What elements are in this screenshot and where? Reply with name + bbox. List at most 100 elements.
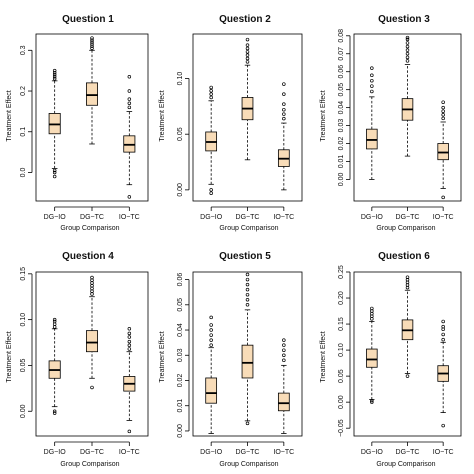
panel-2-x-tick-label: IO−TC: [273, 214, 294, 221]
panel-6-y-tick-label: 0.25: [338, 265, 345, 279]
panel-6-x-tick-label: IO−TC: [433, 449, 454, 456]
panel-3-y-tick-label: 0.06: [338, 65, 345, 79]
outlier-point: [127, 89, 132, 93]
outlier-point: [245, 60, 250, 64]
panel-2-box-2: [241, 37, 254, 161]
panel-6-x-tick-label: DG−IO: [361, 449, 384, 456]
iqr-box: [366, 348, 378, 368]
outlier-point: [405, 275, 410, 279]
outlier-point: [282, 338, 286, 342]
outlier-point: [245, 37, 250, 42]
panel-1-y-tick-label: 0.3: [20, 45, 27, 55]
panel-6-y-tick-label: 0.20: [338, 291, 345, 305]
outlier-point: [52, 409, 57, 414]
panel-6-y-tick-label: 0.15: [338, 317, 345, 331]
panel-2-x-tick-label: DG−TC: [236, 214, 260, 221]
panel-3-xlabel: Group Comparison: [376, 225, 435, 232]
outlier-point: [127, 331, 132, 336]
outlier-point: [441, 423, 445, 428]
outlier-point: [127, 429, 132, 434]
panel-3-frame: [353, 33, 462, 202]
outlier-point: [90, 283, 94, 288]
panel-3-y-tick-label: 0.02: [338, 137, 345, 151]
outlier-point: [245, 277, 250, 282]
panel-6-box-1: [366, 306, 378, 404]
panel-4: 0.00 0.05 0.10 0.15 DG−IO DG−TC IO−TC: [20, 267, 149, 456]
panel-6-y-tick-label: −0.05: [338, 419, 345, 437]
outlier-point: [127, 97, 132, 101]
panel-1-box-1: [48, 68, 61, 179]
outlier-point: [282, 343, 286, 347]
panel-5-y-tick-label: 0.03: [177, 348, 184, 362]
panel-4-x-tick-label: DG−IO: [44, 449, 67, 456]
panel-1-box-2: [86, 36, 99, 145]
outlier-point: [405, 44, 410, 49]
panel-5-y-tick-label: 0.06: [177, 273, 184, 287]
outlier-point: [245, 43, 250, 47]
panel-6-box-2: [401, 275, 414, 378]
outlier-point: [282, 82, 286, 86]
outlier-point: [245, 287, 250, 292]
iqr-box: [86, 82, 99, 106]
outlier-point: [52, 317, 57, 322]
outlier-point: [52, 75, 57, 79]
outlier-point: [90, 281, 94, 285]
outlier-point: [90, 40, 94, 44]
panel-6-y-tick-label: 0.10: [338, 343, 345, 357]
panel-5-box-1: [205, 315, 218, 434]
outlier-point: [282, 107, 286, 112]
panel-5-x-tick-label: IO−TC: [273, 449, 294, 456]
panel-1-y-tick-label: 0.2: [20, 86, 27, 96]
outlier-point: [245, 282, 250, 287]
panel-3-x-tick-label: DG−IO: [361, 214, 384, 221]
panel-5-frame: [192, 271, 303, 437]
outlier-point: [90, 286, 94, 291]
outlier-point: [282, 358, 286, 363]
panel-4-y-tick-label: 0.00: [20, 404, 27, 418]
panel-3-ylabel: Treatment Effect: [320, 90, 327, 141]
outlier-point: [209, 92, 213, 96]
panel-1-x-tick-label: DG−TC: [80, 214, 104, 221]
panel-4-title: Question 4: [62, 251, 114, 262]
panel-2-frame: [192, 33, 303, 202]
outlier-point: [209, 188, 213, 192]
outlier-point: [282, 92, 286, 96]
outlier-point: [90, 292, 94, 296]
panel-4-y-tick-label: 0.10: [20, 313, 27, 327]
outlier-point: [52, 168, 57, 173]
panel-1-ylabel: Treatment Effect: [6, 90, 13, 141]
outlier-point: [90, 46, 94, 51]
panel-4-ylabel: Treatment Effect: [6, 331, 13, 382]
panel-1-frame: [35, 33, 149, 202]
outlier-point: [441, 324, 445, 329]
outlier-point: [245, 46, 250, 51]
outlier-point: [209, 95, 213, 100]
panel-4-x-tick-label: IO−TC: [119, 449, 140, 456]
outlier-point: [90, 278, 94, 282]
outlier-point: [282, 102, 286, 106]
panel-4-y-tick-label: 0.15: [20, 267, 27, 281]
panel-6-y-tick-label: 0.00: [338, 395, 345, 409]
outlier-point: [245, 421, 250, 426]
outlier-point: [282, 116, 286, 121]
panel-4-box-2: [86, 275, 99, 390]
outlier-point: [52, 72, 57, 77]
outlier-point: [127, 75, 132, 79]
outlier-point: [441, 116, 445, 121]
outlier-point: [245, 303, 250, 307]
panel-1-y-tick-label: 0.1: [20, 127, 27, 137]
outlier-point: [90, 289, 94, 293]
outlier-point: [370, 66, 374, 70]
panel-5-box-3: [277, 338, 290, 434]
panel-2-y-tick-label: 0.05: [177, 127, 184, 141]
outlier-point: [52, 322, 57, 326]
outlier-point: [282, 112, 286, 116]
outlier-point: [282, 348, 286, 352]
panel-6: −0.05 0.00 0.05 0.10 0.15 0.20 0.25 DG−IO DG−TC I…: [338, 265, 462, 456]
outlier-point: [209, 333, 213, 337]
panel-1-x-tick-label: DG−IO: [44, 214, 67, 221]
outlier-point: [405, 52, 410, 56]
panel-5-ylabel: Treatment Effect: [159, 331, 166, 382]
panel-4-x-tick-label: DG−TC: [80, 449, 104, 456]
outlier-point: [245, 50, 250, 54]
